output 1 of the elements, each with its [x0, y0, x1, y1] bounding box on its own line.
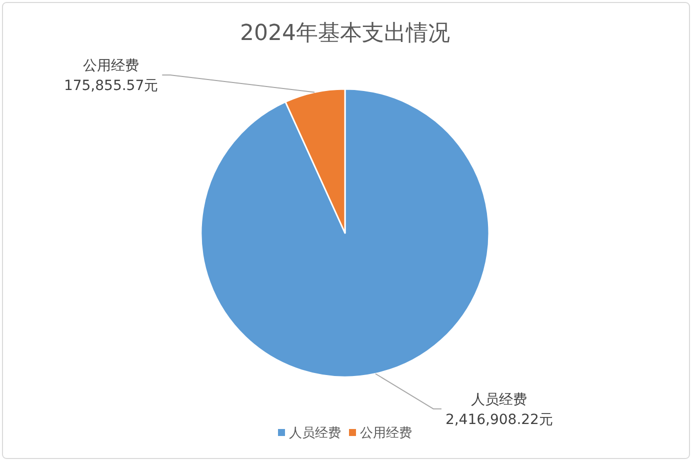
chart-title: 2024年基本支出情况	[240, 21, 450, 46]
